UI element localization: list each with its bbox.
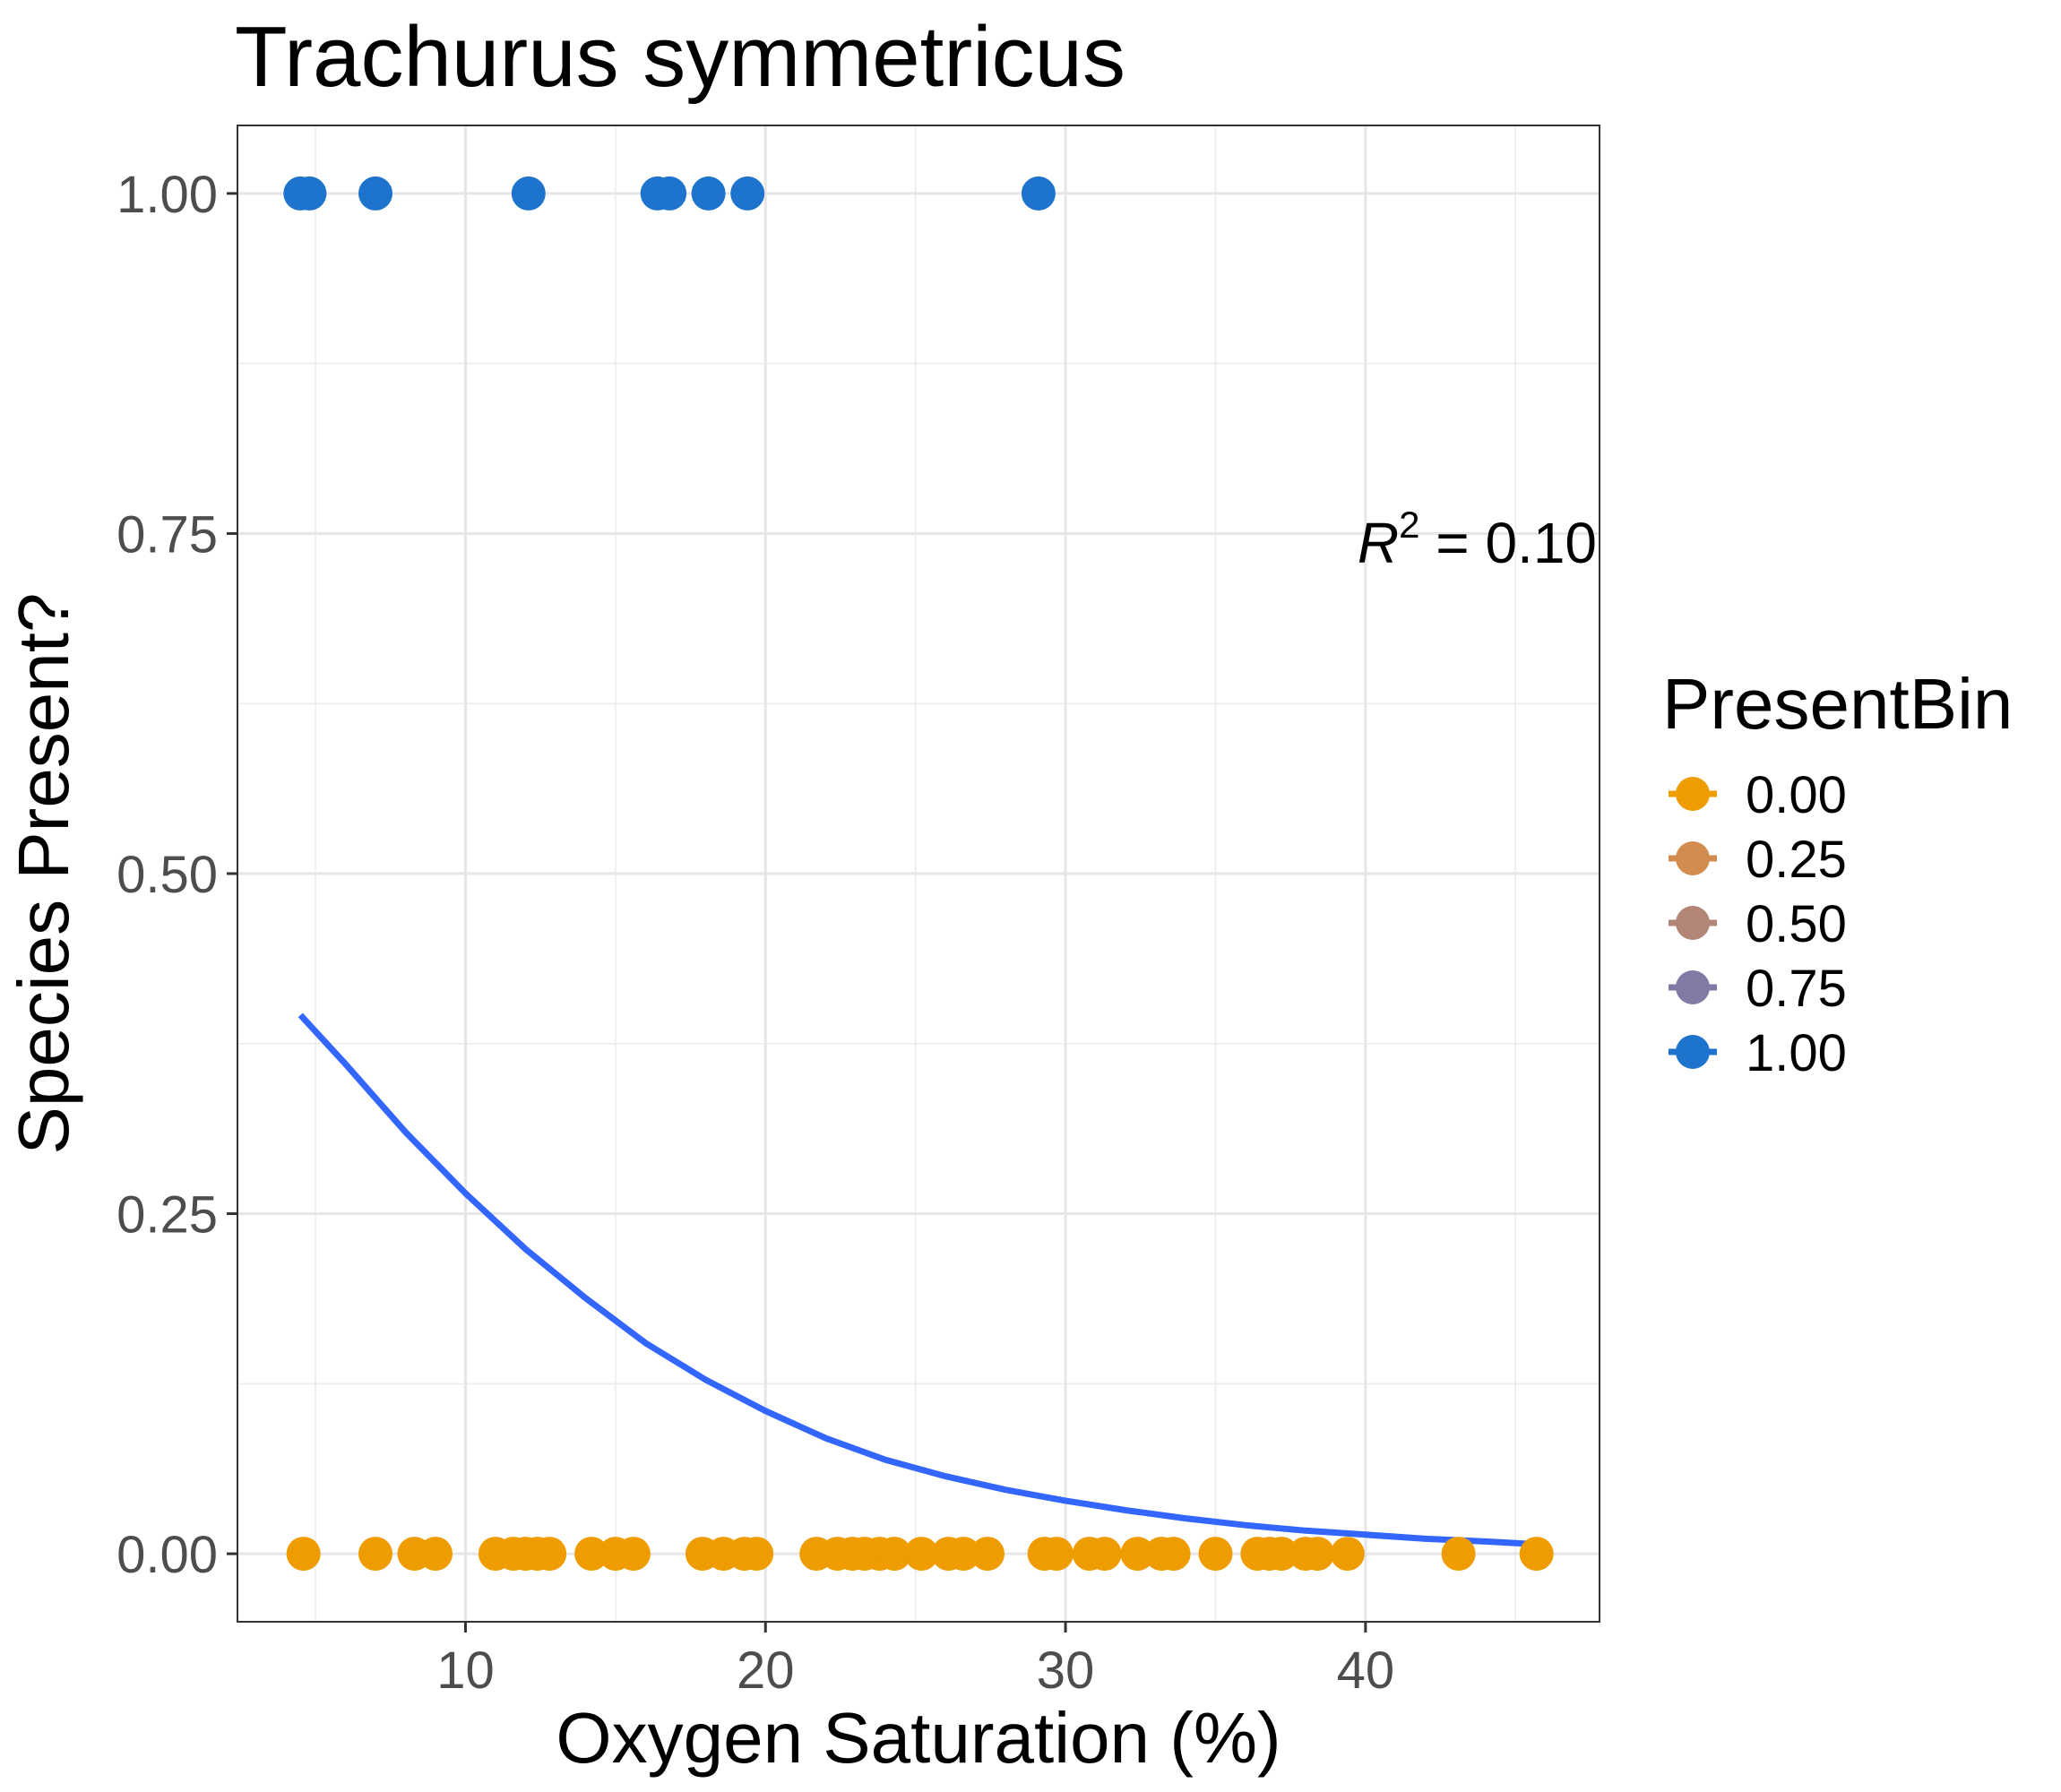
fit-layer	[298, 1012, 1537, 1547]
data-point	[358, 1537, 392, 1572]
data-point	[532, 1537, 567, 1572]
legend-entries: 0.00 0.25 0.50 0.75 1.00	[1669, 766, 1847, 1082]
fit-curve	[298, 1012, 1537, 1547]
r-exponent: 2	[1399, 504, 1419, 546]
legend-label: 0.50	[1746, 895, 1847, 953]
x-axis-title: Oxygen Saturation (%)	[556, 1698, 1281, 1778]
x-tick-label: 40	[1337, 1641, 1395, 1700]
legend-label: 0.75	[1746, 960, 1847, 1018]
data-point	[1330, 1537, 1365, 1572]
data-point	[652, 176, 687, 211]
data-point	[1087, 1537, 1122, 1572]
legend-label: 0.00	[1746, 766, 1847, 824]
data-point	[970, 1537, 1005, 1572]
legend-key-marker	[1676, 777, 1710, 811]
data-point	[877, 1537, 912, 1572]
data-point	[1519, 1537, 1554, 1572]
y-tick-label: 0.00	[116, 1526, 218, 1584]
data-point	[616, 1537, 651, 1572]
data-point	[1441, 1537, 1476, 1572]
y-tick-label: 0.50	[116, 846, 218, 904]
y-axis-title: Species Present?	[4, 592, 83, 1154]
x-tick-label: 20	[737, 1641, 795, 1700]
legend-label: 1.00	[1746, 1024, 1847, 1082]
r-squared-annotation: R2 = 0.10	[1358, 504, 1597, 575]
data-point	[1300, 1537, 1335, 1572]
y-tick-label: 1.00	[116, 166, 218, 224]
data-point	[691, 176, 726, 211]
points-layer	[283, 176, 1554, 1572]
y-tick-label: 0.75	[116, 505, 218, 564]
data-point	[739, 1537, 774, 1572]
x-axis: 10 20 30 40	[436, 1622, 1394, 1700]
data-point	[292, 176, 327, 211]
y-tick-label: 0.25	[116, 1186, 218, 1245]
data-point	[946, 1537, 981, 1572]
legend-key-marker	[1676, 970, 1710, 1004]
r-squared-value: = 0.10	[1420, 511, 1598, 575]
data-point	[358, 176, 392, 211]
x-tick-label: 30	[1037, 1641, 1095, 1700]
legend-title: PresentBin	[1662, 664, 2013, 744]
chart-title: Trachurus symmetricus	[235, 9, 1125, 105]
data-point	[1039, 1537, 1074, 1572]
x-tick-label: 10	[436, 1641, 495, 1700]
data-point	[1021, 176, 1056, 211]
legend: PresentBin 0.00 0.25 0.50 0.75 1.00	[1662, 664, 2013, 1082]
legend-key-marker	[1676, 906, 1710, 940]
data-point	[286, 1537, 321, 1572]
legend-key-marker	[1676, 1035, 1710, 1069]
data-point	[511, 176, 546, 211]
data-point	[574, 1537, 609, 1572]
legend-label: 0.25	[1746, 831, 1847, 889]
data-point	[904, 1537, 939, 1572]
data-point	[1156, 1537, 1191, 1572]
data-point	[730, 176, 765, 211]
data-point	[418, 1537, 453, 1572]
r-symbol: R	[1358, 511, 1399, 575]
legend-key-marker	[1676, 841, 1710, 875]
data-point	[1264, 1537, 1299, 1572]
y-axis: 0.00 0.25 0.50 0.75 1.00	[116, 166, 237, 1584]
data-point	[1198, 1537, 1233, 1572]
data-point	[1120, 1537, 1155, 1572]
